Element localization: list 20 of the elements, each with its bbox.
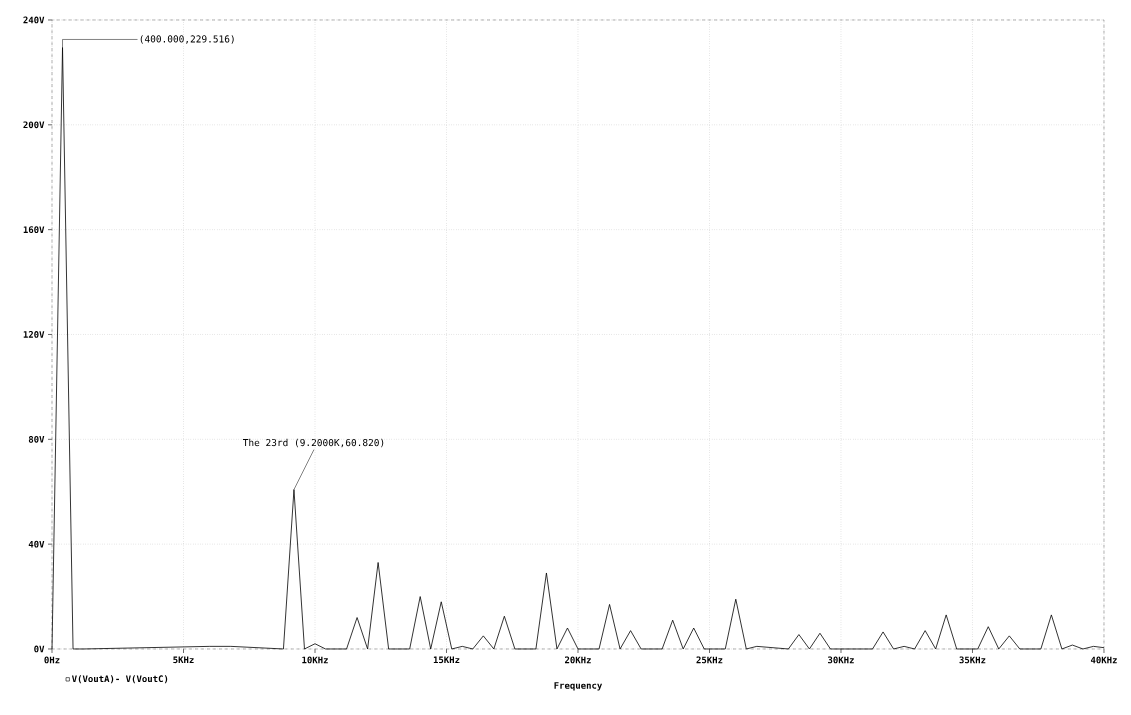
annotation: The 23rd (9.2000K,60.820) — [242, 438, 384, 448]
y-tick-label: 160V — [23, 226, 45, 234]
y-tick-label: 240V — [23, 16, 45, 24]
y-tick-label: 200V — [23, 121, 45, 129]
y-tick-label: 120V — [23, 331, 45, 338]
x-tick-label: 10KHz — [302, 656, 328, 664]
x-tick-label: 30KHz — [828, 656, 854, 664]
x-tick-label: 15KHz — [433, 656, 460, 664]
x-axis-title: Frequency — [554, 682, 603, 691]
y-tick-label: 40V — [28, 540, 45, 548]
annotation: (400.000,229.516) — [140, 35, 234, 44]
x-tick-label: 25KHz — [696, 656, 723, 664]
y-tick-label: 0V — [34, 645, 45, 653]
x-tick-label: 0Hz — [44, 656, 60, 664]
x-tick-label: 40KHz — [1090, 656, 1117, 664]
legend-label: V(VoutA)- V(VoutC) — [71, 675, 168, 684]
y-tick-label: 80V — [28, 435, 45, 443]
x-tick-label: 20KHz — [565, 656, 591, 664]
x-tick-label: 5KHz — [173, 656, 194, 664]
x-tick-label: 35KHz — [959, 656, 986, 664]
